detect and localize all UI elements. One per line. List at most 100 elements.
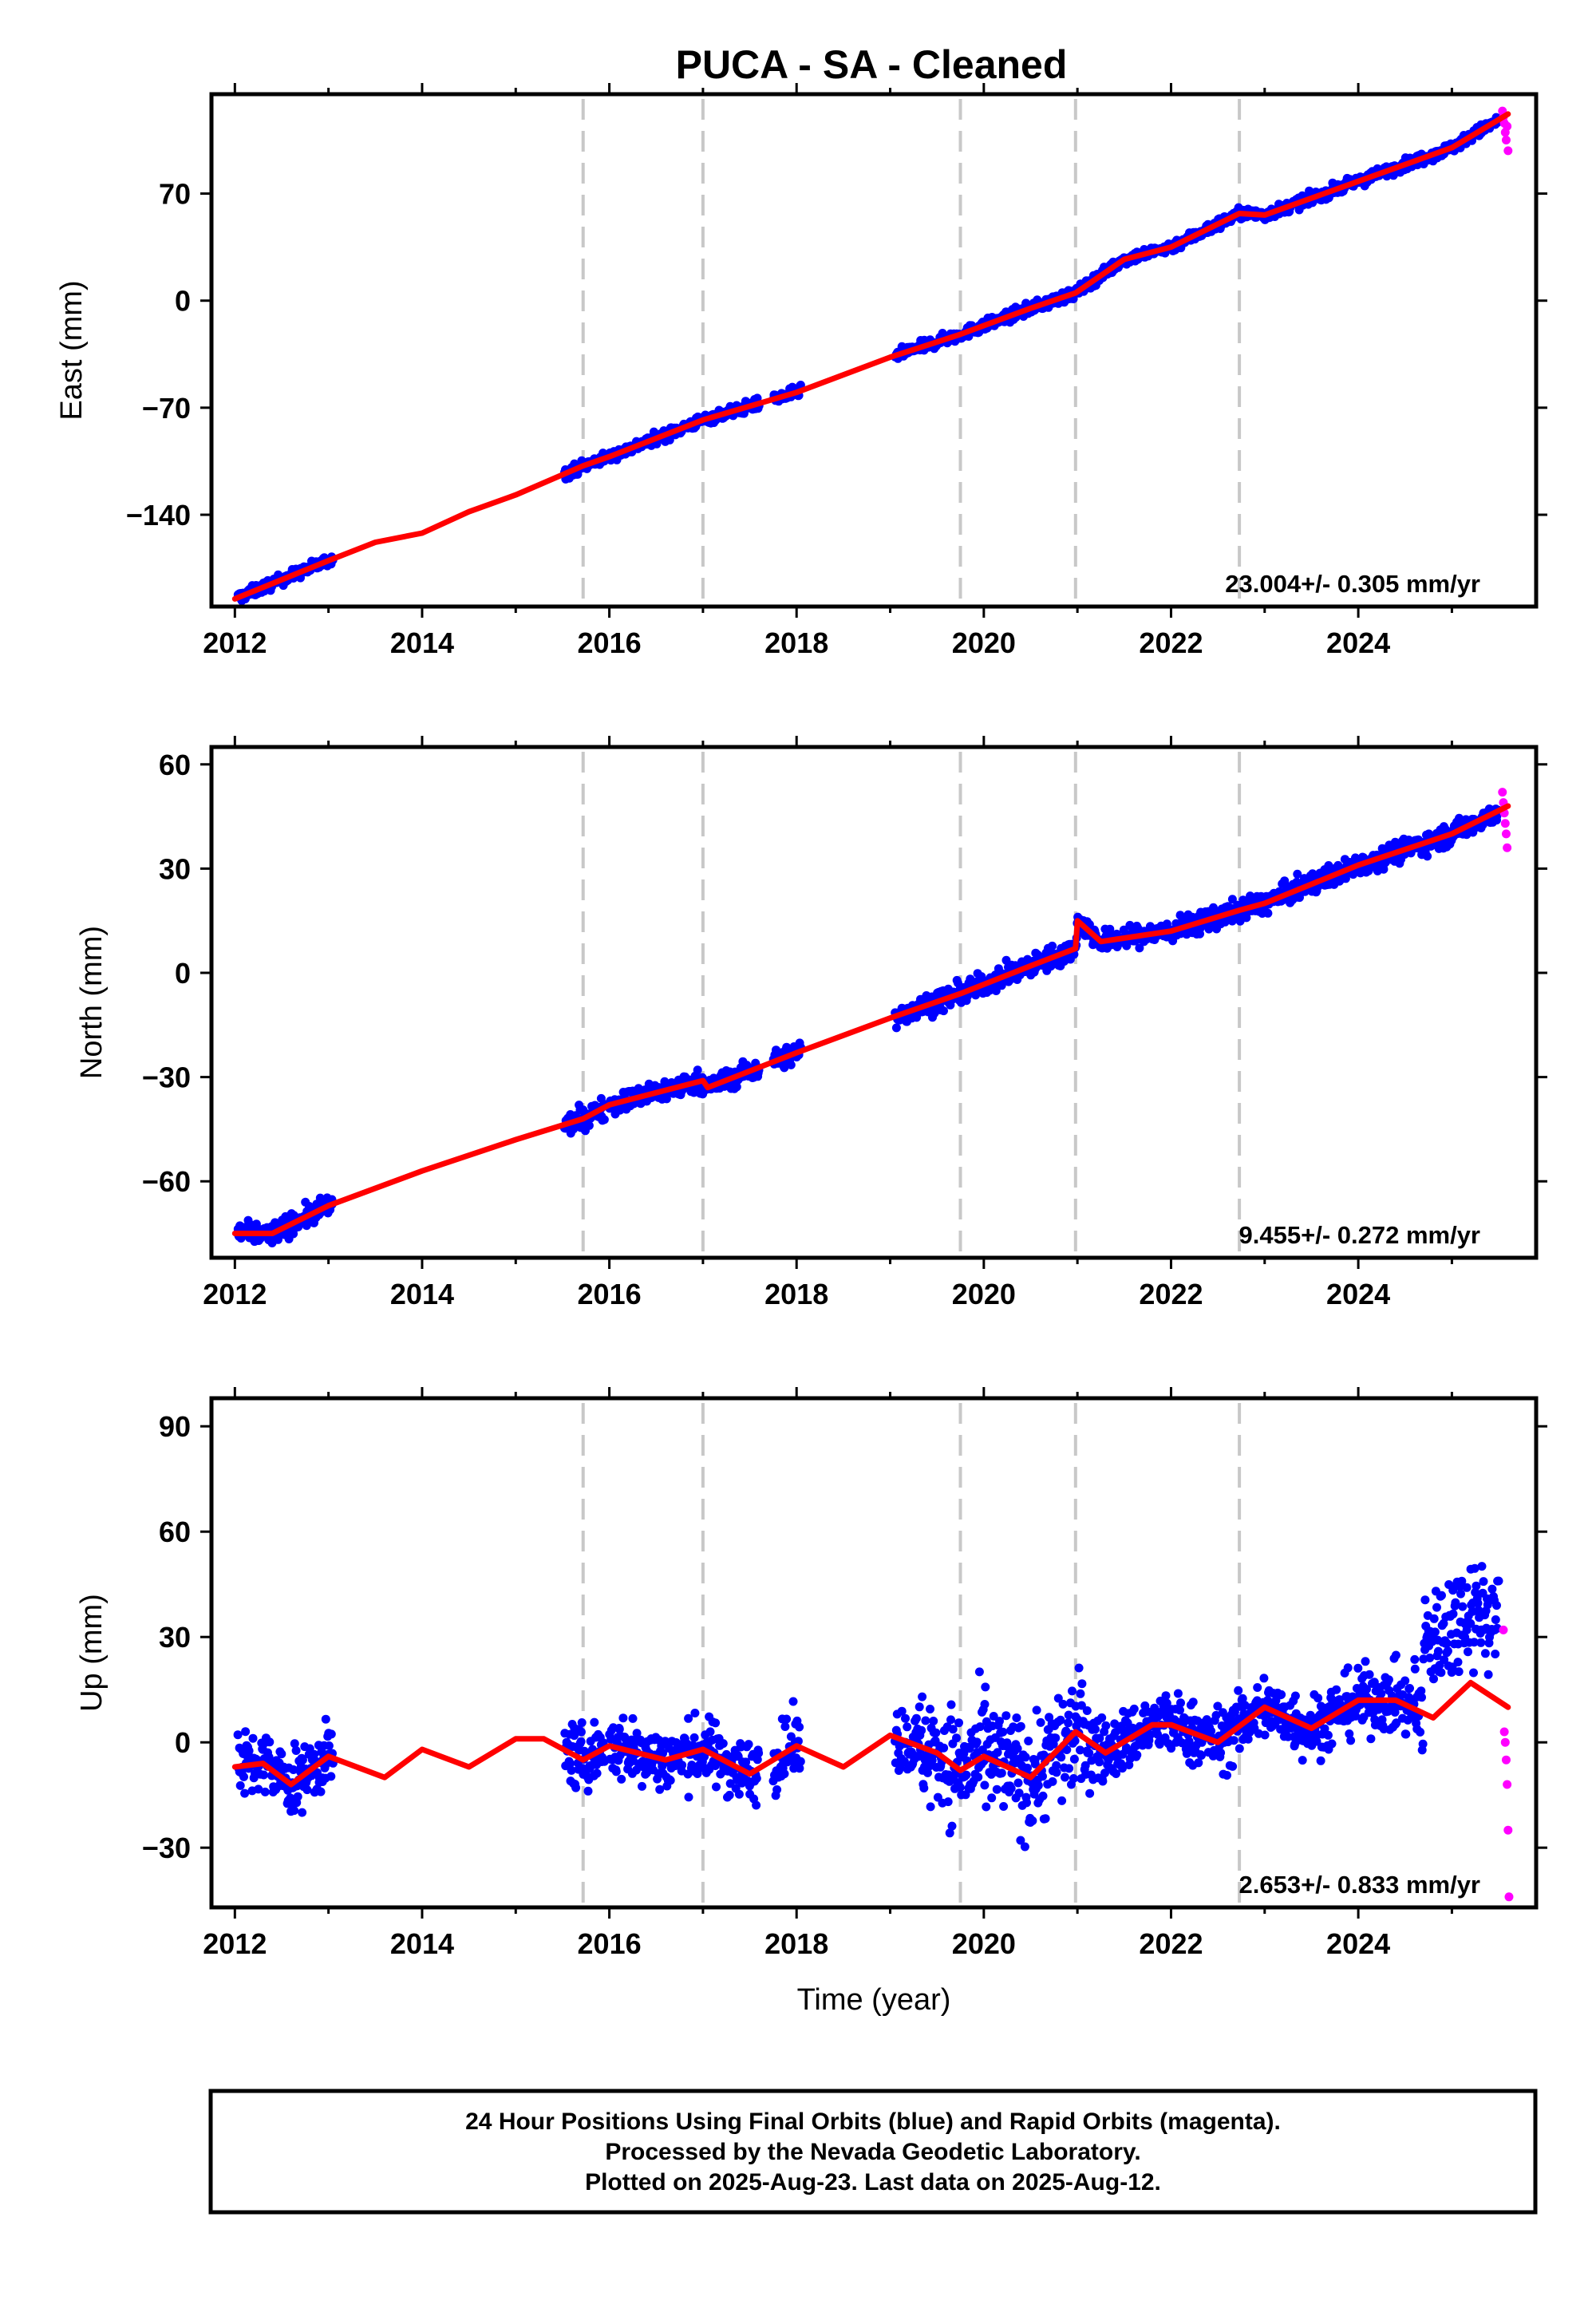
final-point: [1021, 1753, 1030, 1762]
final-point: [712, 1782, 721, 1792]
final-point: [303, 1219, 313, 1227]
model-curve: [231, 803, 1511, 1236]
final-point: [981, 1682, 990, 1692]
final-point: [689, 1733, 699, 1742]
final-point: [233, 1730, 243, 1740]
final-point: [1057, 1753, 1066, 1762]
final-point: [1462, 1583, 1472, 1592]
final-point: [1476, 1638, 1486, 1647]
final-point: [1323, 1730, 1333, 1740]
final-point: [1436, 1668, 1446, 1678]
y-tick-label: 0: [175, 957, 191, 990]
final-point: [576, 1727, 586, 1737]
final-point: [1243, 1734, 1253, 1744]
final-point: [1069, 1754, 1079, 1764]
final-point: [954, 1718, 963, 1728]
final-point: [1384, 1675, 1393, 1685]
footer-line-3: Plotted on 2025-Aug-23. Last data on 202…: [585, 2169, 1161, 2195]
final-point: [693, 1065, 702, 1075]
final-point: [1016, 1836, 1025, 1845]
final-point: [1129, 1704, 1139, 1713]
final-point: [259, 1770, 268, 1780]
final-point: [1346, 1736, 1356, 1745]
final-point: [662, 1094, 671, 1104]
final-point: [583, 1786, 593, 1796]
x-tick-label: 2024: [1326, 1278, 1390, 1310]
final-point: [1213, 1701, 1223, 1711]
final-point: [1176, 1698, 1185, 1708]
final-point: [921, 1716, 930, 1725]
final-point: [1100, 1769, 1109, 1778]
final-point: [1211, 1710, 1221, 1720]
x-axis-label: Time (year): [797, 1983, 951, 2017]
x-tick-label: 2012: [203, 1278, 267, 1310]
final-point: [1064, 1710, 1073, 1720]
final-point: [1024, 1737, 1033, 1745]
final-point: [945, 1828, 954, 1838]
final-point: [1401, 1729, 1411, 1739]
x-tick-label: 2012: [203, 1927, 267, 1960]
final-point: [1076, 1689, 1085, 1698]
final-point: [277, 1749, 286, 1759]
final-point: [1443, 1646, 1452, 1656]
rapid-point: [1501, 1755, 1511, 1765]
final-point: [1314, 1694, 1323, 1703]
rate-label: 2.653+/- 0.833 mm/yr: [1239, 1871, 1480, 1899]
y-tick-label: 30: [159, 852, 191, 885]
rapid-point: [1501, 829, 1511, 839]
final-point: [1418, 1739, 1428, 1749]
rapid-orbit-points: [1499, 1625, 1514, 1902]
final-point: [1448, 1609, 1458, 1618]
final-point: [911, 1713, 921, 1723]
final-point: [965, 1744, 974, 1753]
final-point: [1076, 1745, 1084, 1755]
final-point: [943, 1797, 953, 1807]
final-point: [1145, 1730, 1155, 1740]
final-point: [1469, 1638, 1479, 1647]
plot-frame: [209, 1396, 1539, 1910]
final-point: [618, 1713, 628, 1723]
figure-title: PUCA - SA - Cleaned: [676, 42, 1068, 87]
final-point: [718, 1739, 728, 1749]
final-point: [1433, 1646, 1443, 1656]
final-point: [638, 1781, 646, 1791]
final-point: [1118, 1764, 1127, 1773]
final-point: [919, 1784, 929, 1792]
final-point: [734, 1789, 744, 1799]
x-tick-label: 2014: [390, 1278, 454, 1310]
final-point: [1020, 1842, 1029, 1852]
rapid-point: [1503, 1825, 1513, 1835]
final-point: [298, 1808, 307, 1817]
final-point: [1417, 1693, 1426, 1702]
final-point: [786, 1732, 796, 1741]
final-point: [1068, 1686, 1077, 1696]
plot-frame: [209, 745, 1539, 1260]
final-point: [239, 1772, 248, 1781]
final-point: [1012, 1713, 1021, 1722]
final-point: [992, 1784, 1001, 1794]
final-point: [241, 1727, 251, 1737]
final-point: [1153, 1729, 1162, 1739]
rapid-point: [1499, 1727, 1509, 1737]
final-point: [753, 393, 762, 403]
final-point: [947, 1821, 957, 1831]
final-point: [1458, 1602, 1468, 1611]
final-point: [952, 1733, 961, 1743]
final-point: [1451, 1598, 1460, 1607]
final-point: [1429, 1614, 1439, 1623]
final-point: [780, 1063, 789, 1073]
final-point: [684, 1792, 693, 1802]
final-point: [1135, 943, 1144, 953]
final-point: [1052, 1761, 1061, 1770]
final-point: [752, 1800, 761, 1810]
final-point: [899, 1757, 909, 1766]
final-point: [1324, 861, 1333, 870]
final-point: [1454, 1667, 1464, 1677]
final-point: [1320, 1724, 1329, 1733]
rapid-point: [1500, 1737, 1510, 1747]
footer-frame: [208, 2089, 1538, 2215]
final-point: [1366, 1734, 1376, 1744]
final-point: [972, 1737, 982, 1747]
final-point: [1351, 1711, 1361, 1721]
final-point: [293, 1792, 302, 1801]
